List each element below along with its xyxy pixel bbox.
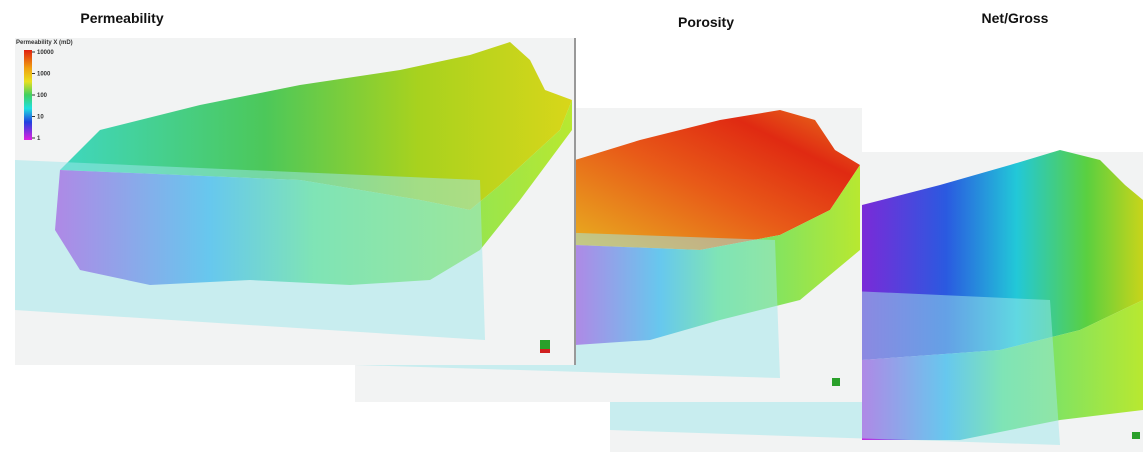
axis-icon	[1132, 432, 1140, 439]
legend-title: Permeability X (mD)	[16, 40, 73, 46]
panel-label: Porosity	[678, 14, 734, 30]
permeability-panel: Permeability X (mD)	[15, 38, 575, 365]
legend-tick-label: 100	[37, 93, 48, 99]
legend-tick-label: 1000	[37, 72, 51, 78]
legend-colorbar	[24, 50, 32, 140]
figure: Permeability X (mD) 100001000100101 Perm…	[0, 0, 1143, 454]
cross-section-plane	[15, 160, 485, 340]
axis-icon	[540, 340, 550, 349]
axis-icon	[540, 349, 550, 353]
axis-icon	[832, 378, 840, 386]
legend-tick-label: 10000	[37, 50, 54, 56]
legend-tick-label: 10	[37, 115, 44, 121]
panel-label: Net/Gross	[982, 10, 1049, 26]
panel-label: Permeability	[80, 10, 163, 26]
